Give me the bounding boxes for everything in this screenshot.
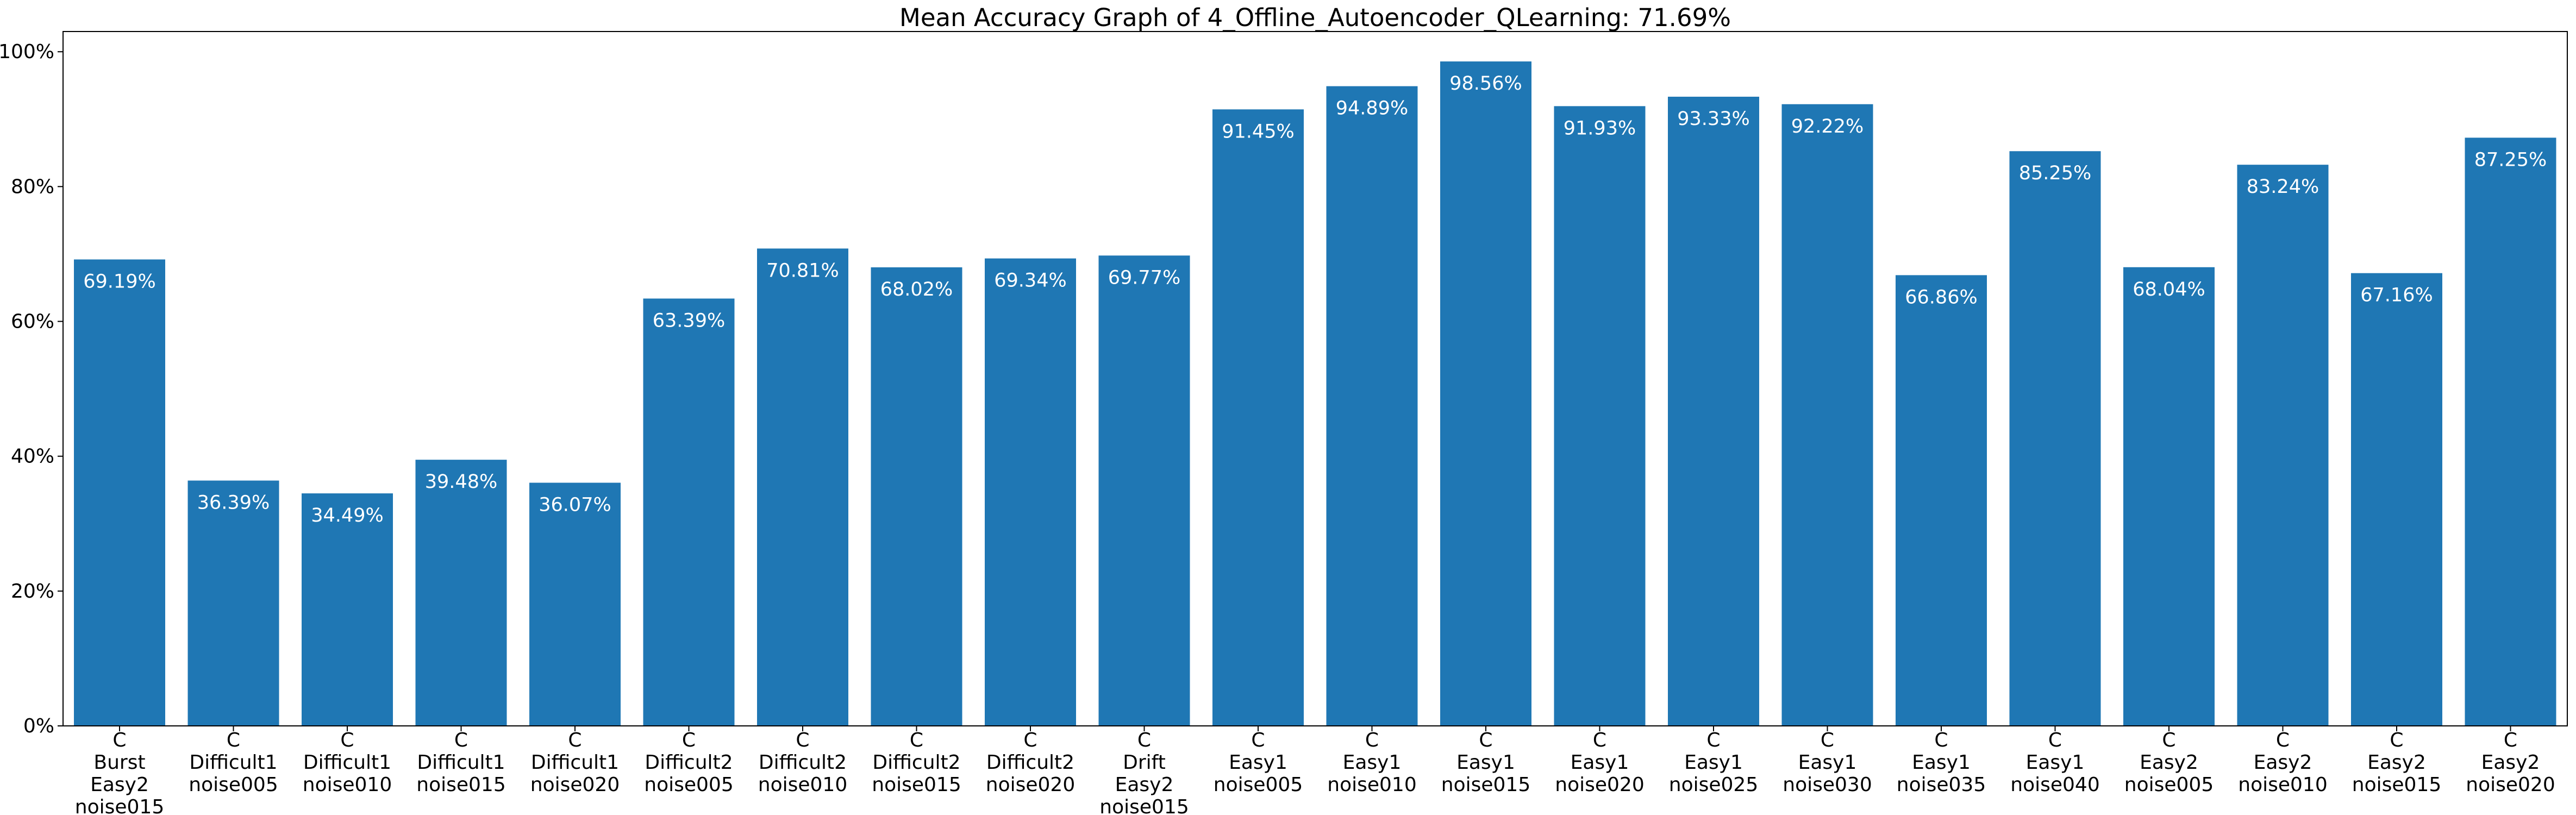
x-tick-label: C Easy2 noise015 <box>2352 729 2441 796</box>
x-tick-label: C Easy2 noise010 <box>2238 729 2327 796</box>
bar <box>757 248 848 726</box>
bar-data-label: 69.19% <box>83 271 155 293</box>
x-tick-label: C Easy1 noise035 <box>1897 729 1986 796</box>
x-tick-label: C Easy2 noise005 <box>2124 729 2214 796</box>
bar <box>1440 61 1531 726</box>
bar <box>1326 86 1418 726</box>
bar <box>1554 106 1646 726</box>
bar <box>1896 275 1987 726</box>
y-tick-label: 80% <box>11 175 54 198</box>
bar-data-label: 93.33% <box>1677 108 1749 130</box>
bar <box>2123 267 2215 726</box>
bar <box>415 460 507 726</box>
bar-data-label: 85.25% <box>2019 162 2091 184</box>
bar-data-label: 98.56% <box>1449 73 1522 95</box>
bar <box>187 480 279 726</box>
bar <box>1212 109 1304 726</box>
bar-data-label: 69.34% <box>994 270 1066 292</box>
bar-data-label: 34.49% <box>311 505 383 526</box>
x-tick-label: C Difficult2 noise005 <box>644 729 733 796</box>
bars-layer: 69.19% 36.39% 34.49% 39.48% 36.07% 63.39% 70.8… <box>74 61 2556 726</box>
bar <box>1098 255 1190 726</box>
bar-data-label: 92.22% <box>1791 116 1864 137</box>
y-tick-label: 60% <box>11 311 54 333</box>
x-tick-label: C Difficult2 noise020 <box>986 729 1075 796</box>
bar-data-label: 70.81% <box>766 260 839 281</box>
bar <box>985 258 1076 726</box>
x-tick-label: C Drift Easy2 noise015 <box>1099 729 1189 815</box>
bar-data-label: 36.07% <box>539 494 611 516</box>
bar <box>1668 96 1759 726</box>
x-tick-label: C Easy1 noise020 <box>1555 729 1644 796</box>
bar-data-label: 91.93% <box>1564 117 1636 139</box>
bar-data-label: 83.24% <box>2247 176 2319 198</box>
x-tick-label: C Burst Easy2 noise015 <box>75 729 164 815</box>
bar <box>1781 104 1873 726</box>
x-tick-label: C Easy1 noise010 <box>1327 729 1416 796</box>
x-tick-label: C Difficult1 noise010 <box>303 729 392 796</box>
bar <box>2351 273 2442 726</box>
bar-data-label: 94.89% <box>1336 98 1408 120</box>
bar <box>302 493 393 726</box>
bar <box>529 482 621 726</box>
x-tick-label: C Difficult1 noise015 <box>416 729 505 796</box>
bar-data-label: 69.77% <box>1108 267 1180 289</box>
bar <box>2465 137 2556 726</box>
x-tick-label: C Easy2 noise020 <box>2466 729 2555 796</box>
bar <box>643 298 735 726</box>
y-axis: 0% 20% 40% 60% 80% 100% <box>0 41 63 737</box>
bar <box>871 267 962 726</box>
x-axis: C Burst Easy2 noise015 C Difficult1 noise005 C D… <box>75 726 2555 815</box>
bar-data-label: 36.39% <box>197 492 270 513</box>
x-tick-label: C Easy1 noise005 <box>1214 729 1303 796</box>
y-tick-label: 20% <box>11 580 54 603</box>
x-tick-label: C Difficult1 noise005 <box>189 729 278 796</box>
bar <box>2009 151 2101 726</box>
bar-data-label: 63.39% <box>653 310 725 331</box>
y-tick-label: 40% <box>11 446 54 468</box>
y-tick-label: 0% <box>23 715 54 737</box>
plot-frame <box>62 31 2568 726</box>
x-tick-label: C Difficult2 noise015 <box>872 729 961 796</box>
x-tick-label: C Easy1 noise015 <box>1441 729 1530 796</box>
bar-data-label: 39.48% <box>425 471 497 493</box>
x-tick-label: C Easy1 noise025 <box>1669 729 1758 796</box>
x-tick-label: C Difficult2 noise010 <box>758 729 847 796</box>
bar <box>2237 165 2329 726</box>
chart-title: Mean Accuracy Graph of 4_Offline_Autoenc… <box>899 3 1731 32</box>
bar-data-label: 66.86% <box>1905 286 1977 308</box>
y-tick-label: 100% <box>0 41 54 63</box>
bar-data-label: 87.25% <box>2474 149 2547 171</box>
x-tick-label: C Easy1 noise040 <box>2010 729 2099 796</box>
bar-data-label: 68.04% <box>2133 279 2205 300</box>
bar-data-label: 68.02% <box>880 279 953 300</box>
bar-data-label: 67.16% <box>2360 285 2433 306</box>
bar <box>74 259 165 726</box>
x-tick-label: C Easy1 noise030 <box>1783 729 1872 796</box>
bar-data-label: 91.45% <box>1222 121 1294 142</box>
x-tick-label: C Difficult1 noise020 <box>530 729 620 796</box>
